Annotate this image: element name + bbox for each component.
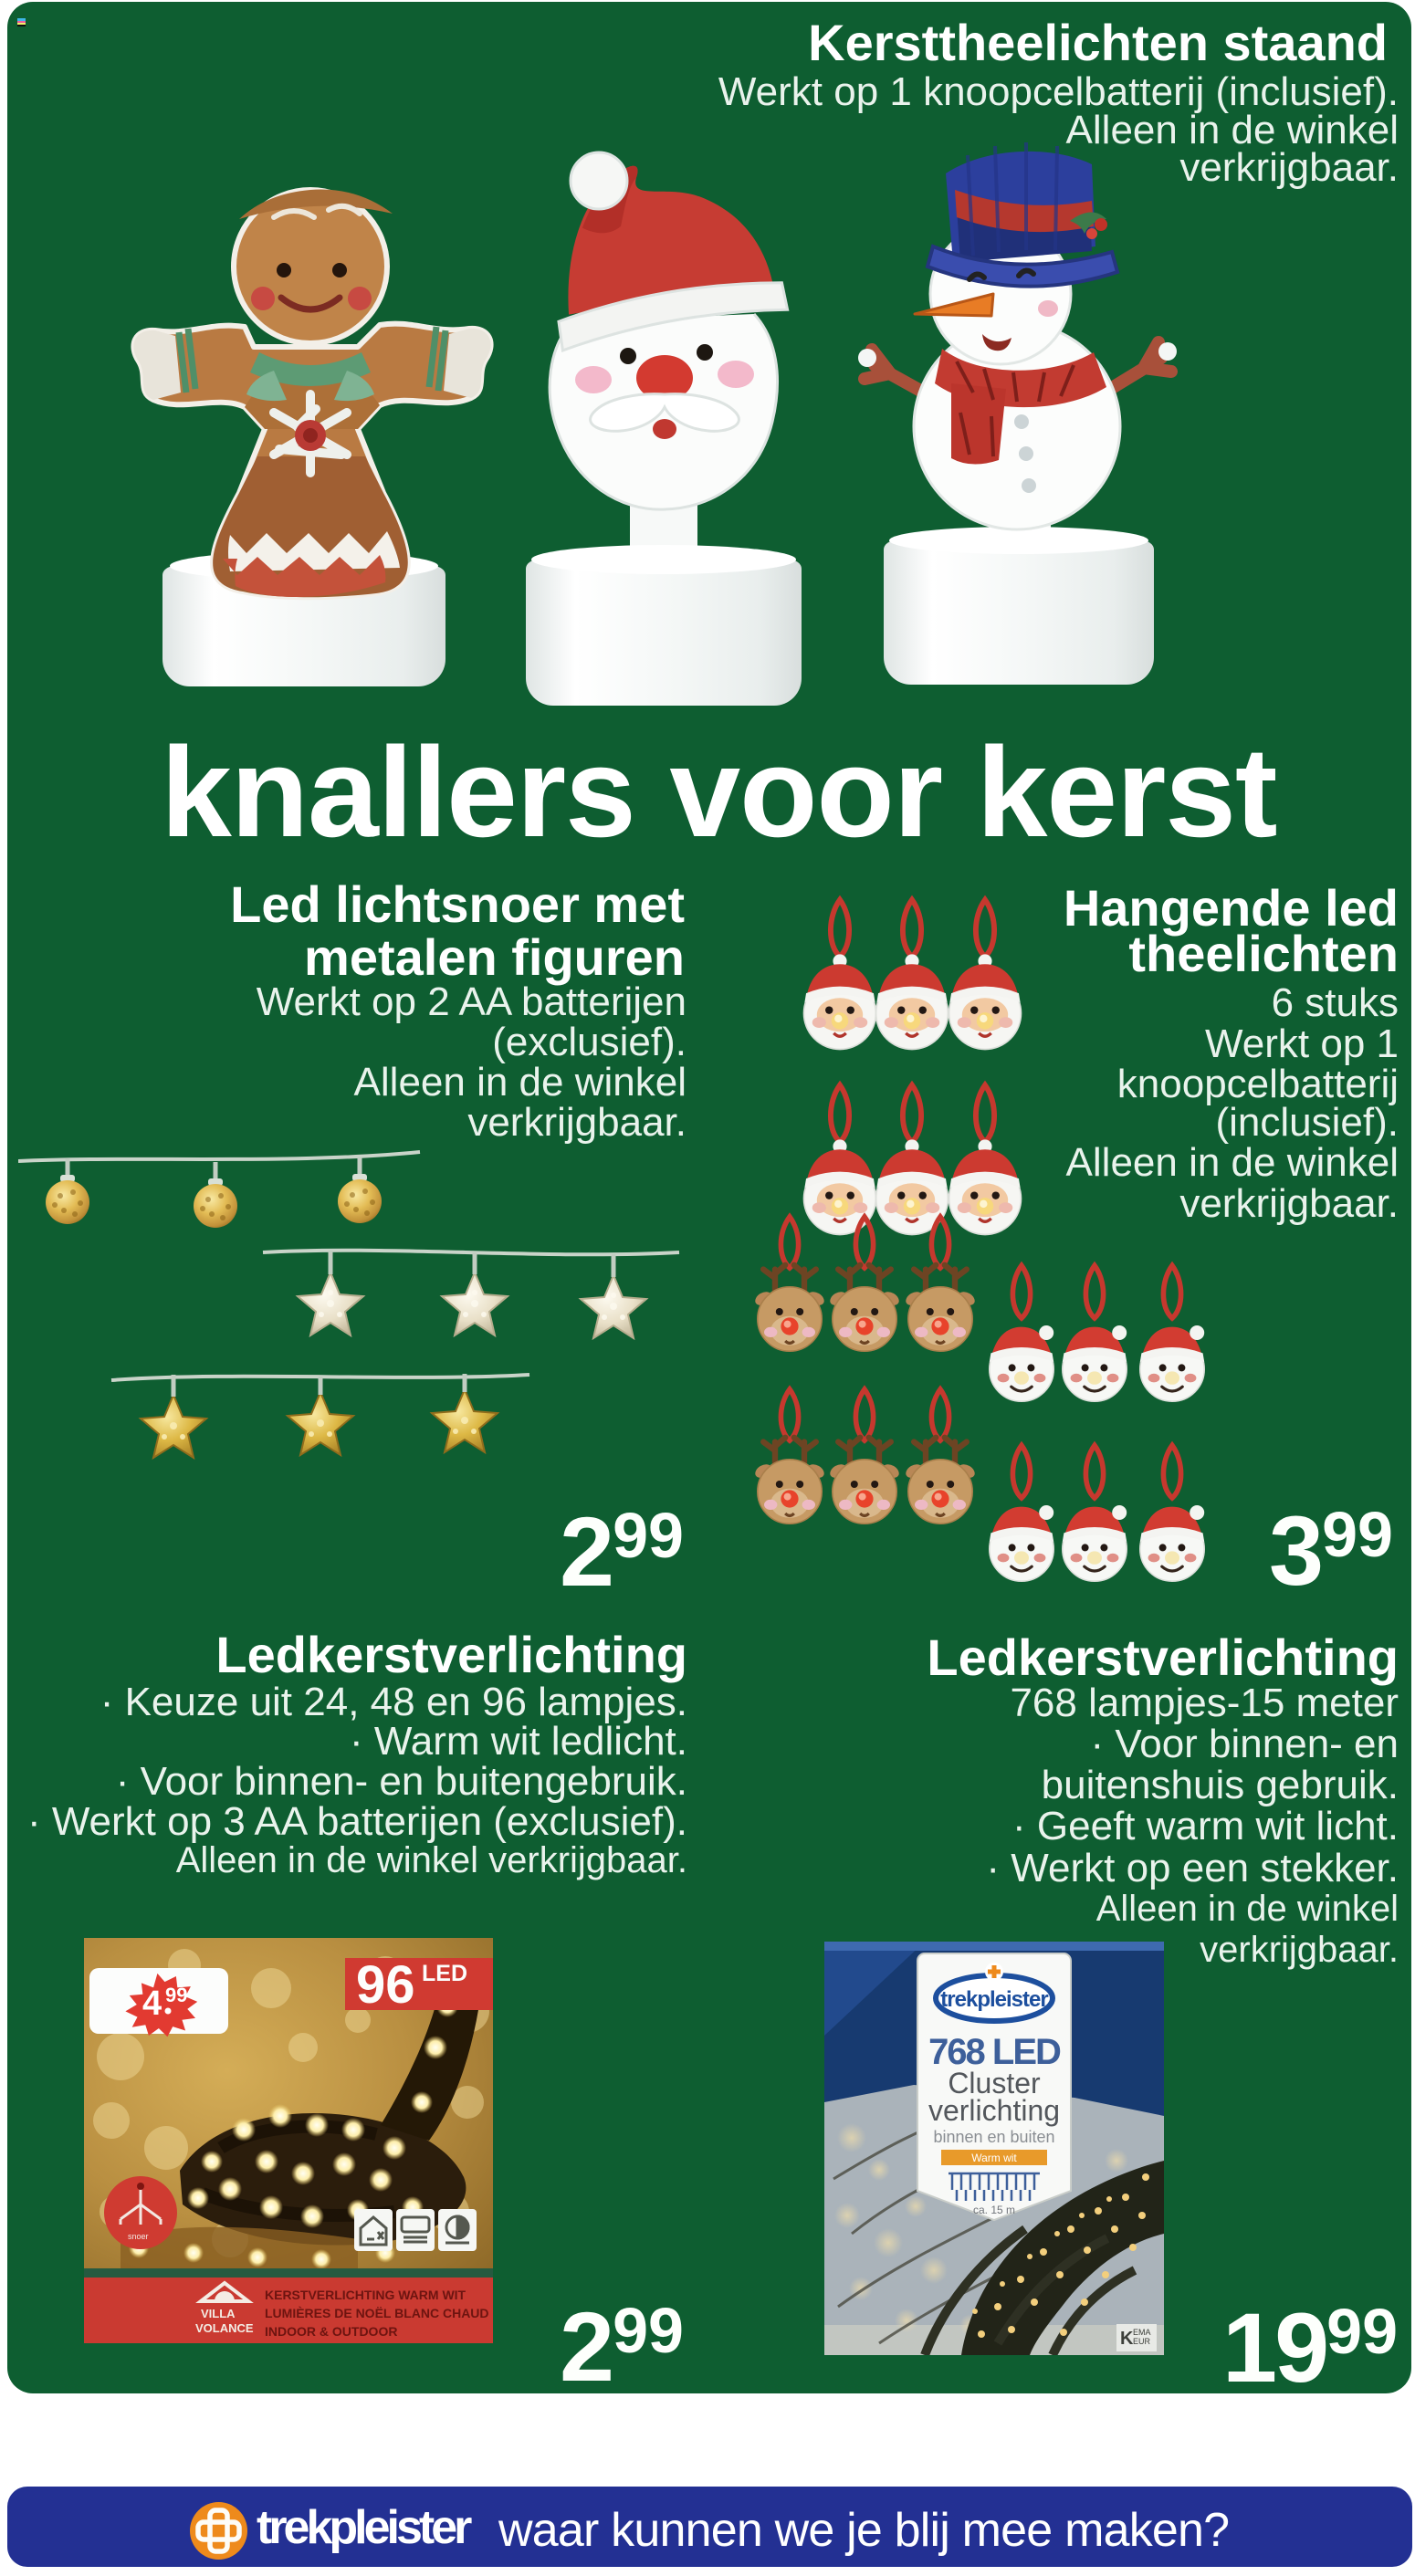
svg-text:ca. 15 m: ca. 15 m [973,2204,1015,2216]
svg-text:LUMIÈRES DE NOËL BLANC CHAUD: LUMIÈRES DE NOËL BLANC CHAUD [265,2306,489,2320]
svg-text:trekpleister: trekpleister [940,1987,1048,2012]
svg-text:4: 4 [142,1984,162,2023]
svg-text:VILLA: VILLA [201,2307,236,2320]
svg-text:99: 99 [165,1984,187,2006]
svg-text:snoer: snoer [128,2232,149,2241]
svg-text:KERSTVERLICHTING WARM WIT: KERSTVERLICHTING WARM WIT [265,2288,466,2302]
svg-text:K: K [1120,2329,1134,2349]
svg-text:Warm wit: Warm wit [971,2152,1017,2164]
svg-text:INDOOR & OUTDOOR: INDOOR & OUTDOOR [265,2324,397,2339]
svg-text:verlichting: verlichting [928,2094,1060,2127]
svg-text:EUR: EUR [1133,2337,1151,2346]
svg-text:binnen en buiten: binnen en buiten [933,2128,1054,2146]
svg-text:VOLANCE: VOLANCE [195,2321,254,2335]
svg-text:LED: LED [422,1961,467,1986]
svg-text:Cluster: Cluster [948,2067,1041,2100]
svg-text:768 LED: 768 LED [928,2032,1061,2072]
svg-text:96: 96 [356,1955,415,2015]
svg-text:EMA: EMA [1133,2328,1151,2337]
